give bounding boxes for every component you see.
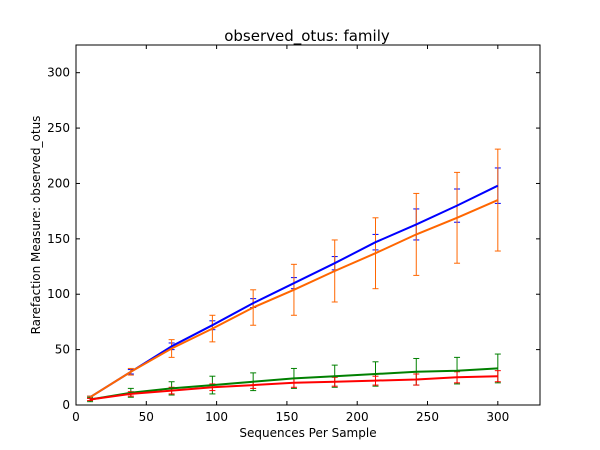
x-tick-label: 100 (205, 410, 228, 424)
x-tick-label: 250 (416, 410, 439, 424)
x-tick-label: 300 (486, 410, 509, 424)
series-line (89, 184, 499, 399)
y-tick-label: 300 (47, 66, 70, 80)
y-axis-label: Rarefaction Measure: observed_otus (29, 116, 43, 335)
y-tick-label: 150 (47, 232, 70, 246)
data-series (89, 184, 499, 401)
x-axis-label: Sequences Per Sample (239, 426, 376, 440)
series-line (89, 367, 498, 401)
x-tick-label: 0 (72, 410, 80, 424)
series-line (89, 199, 499, 399)
x-tick-label: 150 (275, 410, 298, 424)
series-line (89, 375, 498, 401)
y-tick-label: 100 (47, 287, 70, 301)
x-tick-label: 200 (346, 410, 369, 424)
y-tick-label: 0 (62, 398, 70, 412)
x-tick-label: 50 (139, 410, 154, 424)
axis-ticks: 0 50 100 150 200 250 300 0 50 100 150 200 250 300 (47, 45, 540, 424)
y-tick-label: 200 (47, 176, 70, 190)
y-tick-label: 250 (47, 121, 70, 135)
y-tick-label: 50 (55, 343, 70, 357)
chart-title: observed_otus: family (224, 27, 390, 46)
plot-area-frame (75, 44, 541, 406)
